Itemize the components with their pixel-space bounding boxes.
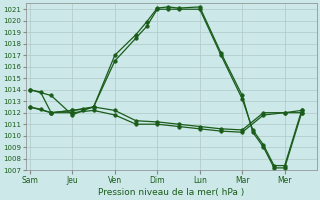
X-axis label: Pression niveau de la mer( hPa ): Pression niveau de la mer( hPa ) <box>98 188 244 197</box>
